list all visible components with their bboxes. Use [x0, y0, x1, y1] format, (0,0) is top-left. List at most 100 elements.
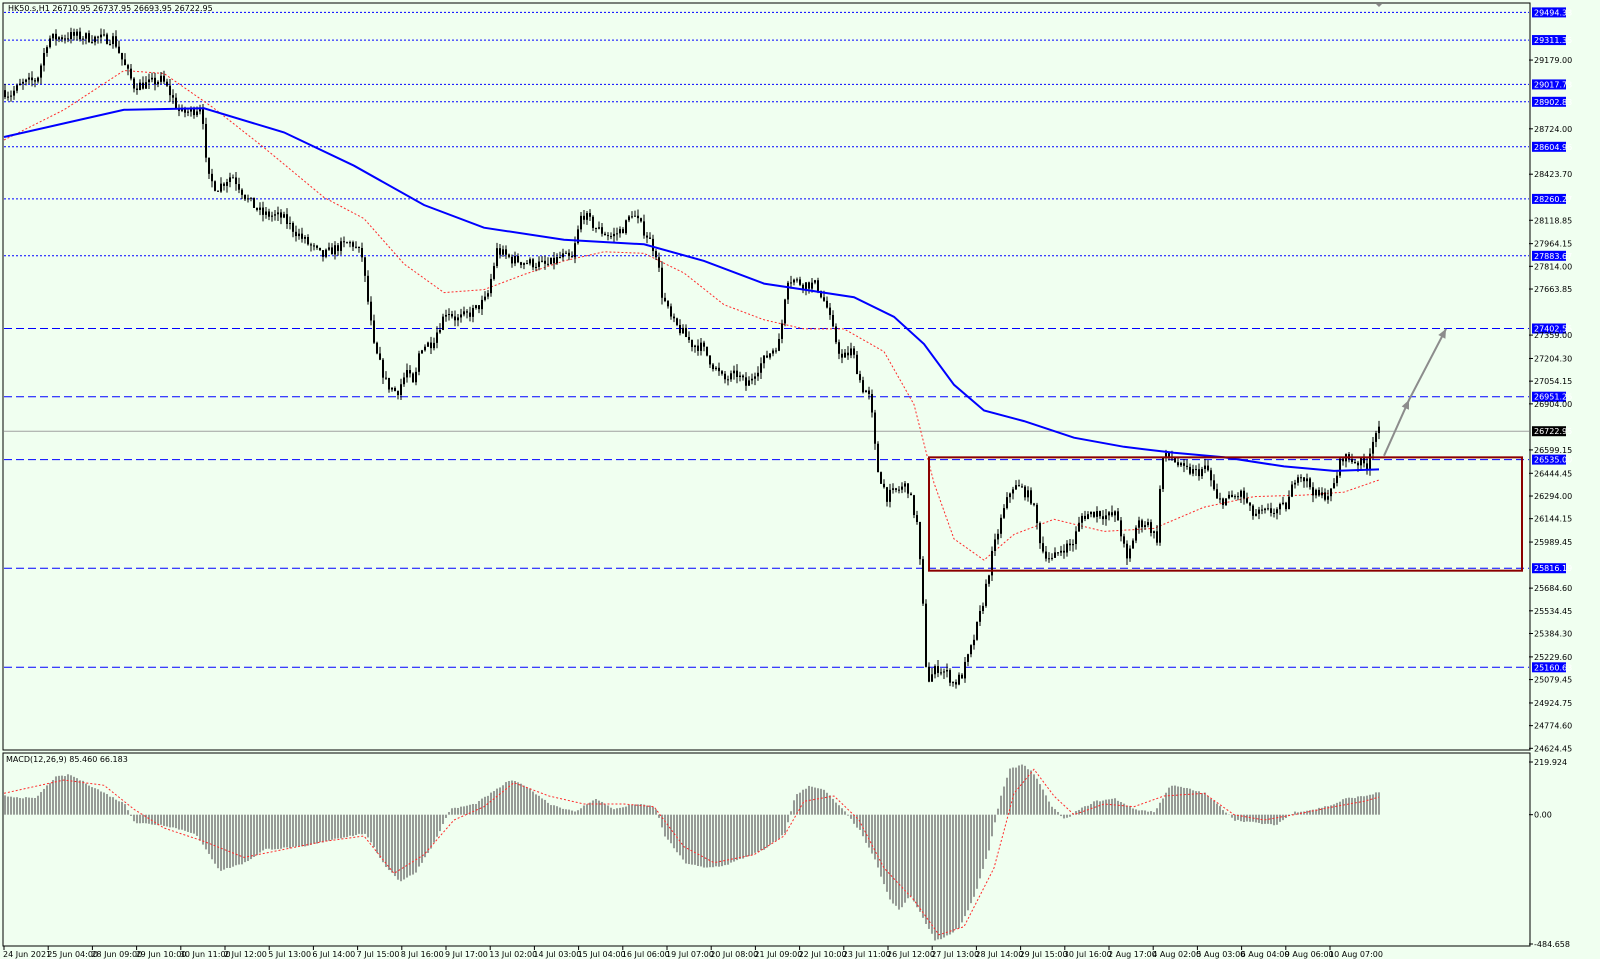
price-tick-label: 24774.60	[1534, 722, 1572, 731]
candle-body	[364, 257, 366, 276]
candle-body	[91, 41, 93, 43]
candle-body	[280, 212, 282, 218]
arrow-head-icon	[1401, 399, 1409, 410]
candle-body	[679, 324, 681, 334]
candle-body	[1042, 543, 1044, 552]
macd-histogram	[4, 764, 1380, 941]
candle-body	[1150, 522, 1152, 533]
candle-body	[409, 370, 411, 374]
candle-body	[1336, 475, 1338, 484]
candle-body	[868, 390, 870, 395]
candle-body	[544, 260, 546, 264]
candle-body	[1075, 531, 1077, 545]
candle-body	[1222, 498, 1224, 506]
macd-pane[interactable]: MACD(12,26,9) 85.460 66.183	[2, 752, 1531, 947]
candle-body	[451, 314, 453, 317]
candle-body	[823, 297, 825, 301]
candle-body	[613, 233, 615, 237]
candle-body	[1057, 552, 1059, 554]
level-label-box	[1532, 391, 1566, 402]
candle-body	[772, 350, 774, 354]
candle-body	[922, 559, 924, 604]
candle-body	[1060, 550, 1062, 553]
candle-body	[667, 301, 669, 307]
candle-body	[319, 247, 321, 251]
candle-body	[562, 253, 564, 258]
candle-body	[502, 249, 504, 255]
candle-body	[658, 257, 660, 268]
candle-body	[547, 263, 549, 265]
candle-body	[1006, 497, 1008, 509]
candle-body	[1303, 477, 1305, 482]
candle-body	[292, 223, 294, 232]
price-tick-label: 27814.00	[1534, 262, 1572, 271]
candle-body	[394, 387, 396, 392]
price-pane[interactable]: HK50.s,H1 26710.95 26737.95 26693.95 267…	[2, 2, 1531, 751]
candle-body	[127, 65, 129, 69]
candle-body	[538, 261, 540, 267]
candle-body	[1039, 523, 1041, 544]
candle-body	[1279, 504, 1281, 510]
candle-body	[250, 197, 252, 199]
time-tick-label: 28 Jun 09:00	[91, 950, 142, 959]
candle-body	[283, 214, 285, 218]
candle-body	[118, 46, 120, 53]
candle-body	[1291, 484, 1293, 497]
candle-body	[871, 394, 873, 413]
price-tick-label: 25079.45	[1534, 676, 1572, 685]
candle-body	[172, 95, 174, 98]
candle-body	[541, 260, 543, 262]
candle-body	[1024, 486, 1026, 498]
price-tick-label: 26294.00	[1534, 492, 1572, 501]
candle-body	[1030, 490, 1032, 504]
candle-body	[688, 336, 690, 340]
candle-body	[1012, 489, 1014, 494]
candle-body	[706, 346, 708, 356]
candle-body	[1021, 486, 1023, 488]
candle-body	[403, 377, 405, 385]
candle-body	[1321, 492, 1323, 496]
candle-body	[709, 355, 711, 365]
candle-body	[460, 314, 462, 318]
candle-body	[919, 522, 921, 560]
candle-body	[499, 248, 501, 255]
candle-body	[484, 296, 486, 300]
candle-body	[715, 367, 717, 370]
candle-body	[661, 267, 663, 298]
candle-body	[1324, 492, 1326, 500]
candle-body	[1231, 494, 1233, 498]
time-tick-label: 13 Jul 02:00	[489, 950, 537, 959]
candle-body	[913, 495, 915, 516]
candle-body	[1162, 456, 1164, 489]
time-tick-label: 20 Jul 08:00	[710, 950, 758, 959]
candle-body	[790, 282, 792, 284]
candle-body	[325, 249, 327, 257]
candle-body	[379, 353, 381, 360]
candle-body	[694, 345, 696, 348]
candle-body	[151, 77, 153, 80]
macd-tick-label: -484.658	[1534, 940, 1570, 949]
candle-body	[634, 215, 636, 217]
candle-body	[691, 339, 693, 348]
candle-body	[826, 300, 828, 308]
level-label-box	[1532, 96, 1566, 107]
candle-body	[82, 38, 84, 40]
level-label-box	[1532, 323, 1566, 334]
price-tick-label: 28724.00	[1534, 125, 1572, 134]
candle-body	[388, 377, 390, 390]
candle-body	[889, 489, 891, 502]
candle-body	[1072, 544, 1074, 546]
candle-body	[55, 33, 57, 40]
time-tick-label: 8 Jul 16:00	[401, 950, 444, 959]
candle-body	[1066, 543, 1068, 553]
price-axis[interactable]: 29494.33 29311.35 29017.73 28902.83 28604.96…	[1529, 7, 1572, 753]
candle-body	[496, 248, 498, 267]
candle-body	[1306, 478, 1308, 482]
candle-body	[418, 353, 420, 372]
candle-body	[184, 107, 186, 113]
candle-body	[724, 373, 726, 380]
level-label-box	[1532, 79, 1566, 90]
macd-axis[interactable]: 219.924 0.00 -484.658	[1529, 758, 1570, 949]
